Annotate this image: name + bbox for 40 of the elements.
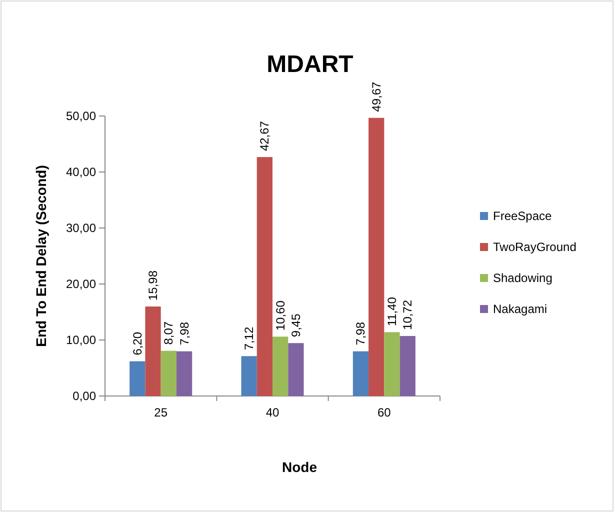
bar <box>241 356 257 396</box>
data-label: 15,98 <box>146 270 160 301</box>
x-tick-label: 40 <box>266 406 280 420</box>
bar <box>352 351 369 396</box>
bar <box>272 336 288 396</box>
bar <box>256 157 272 396</box>
y-axis-title: End To End Delay (Second) <box>33 165 49 347</box>
bar <box>384 332 400 396</box>
data-label: 11,40 <box>384 296 399 326</box>
y-tick-label: 0,00 <box>72 388 96 403</box>
bar <box>160 350 176 396</box>
bar <box>130 361 146 396</box>
data-label: 9,45 <box>288 313 303 338</box>
chart-title: MDART <box>266 51 354 78</box>
bar <box>400 336 416 396</box>
y-tick-label: 20,00 <box>66 276 96 291</box>
data-label: 10,72 <box>400 300 415 330</box>
data-label: 7,12 <box>242 326 256 350</box>
y-tick-label: 30,00 <box>66 220 96 235</box>
data-label: 49,67 <box>369 81 384 112</box>
data-label: 10,60 <box>273 300 288 331</box>
x-tick-label: 60 <box>377 406 392 420</box>
data-label: 8,07 <box>162 321 176 345</box>
bar <box>176 351 192 396</box>
data-label: 6,20 <box>130 332 144 356</box>
legend-label: Shadowing <box>493 271 552 285</box>
legend-label: FreeSpace <box>493 209 552 223</box>
bar <box>288 343 304 396</box>
y-tick-label: 40,00 <box>66 164 96 179</box>
bar <box>145 306 161 396</box>
y-tick-label: 10,00 <box>66 332 96 347</box>
x-axis-title: Node <box>282 459 318 475</box>
legend-label: Nakagami <box>493 302 548 316</box>
data-label: 42,67 <box>258 120 272 152</box>
data-label: 7,98 <box>177 322 192 346</box>
x-tick-label: 25 <box>154 406 168 420</box>
y-tick-label: 50,00 <box>66 108 96 123</box>
data-label: 7,98 <box>354 322 368 346</box>
legend-label: TwoRayGround <box>493 240 576 254</box>
bar <box>368 118 384 396</box>
